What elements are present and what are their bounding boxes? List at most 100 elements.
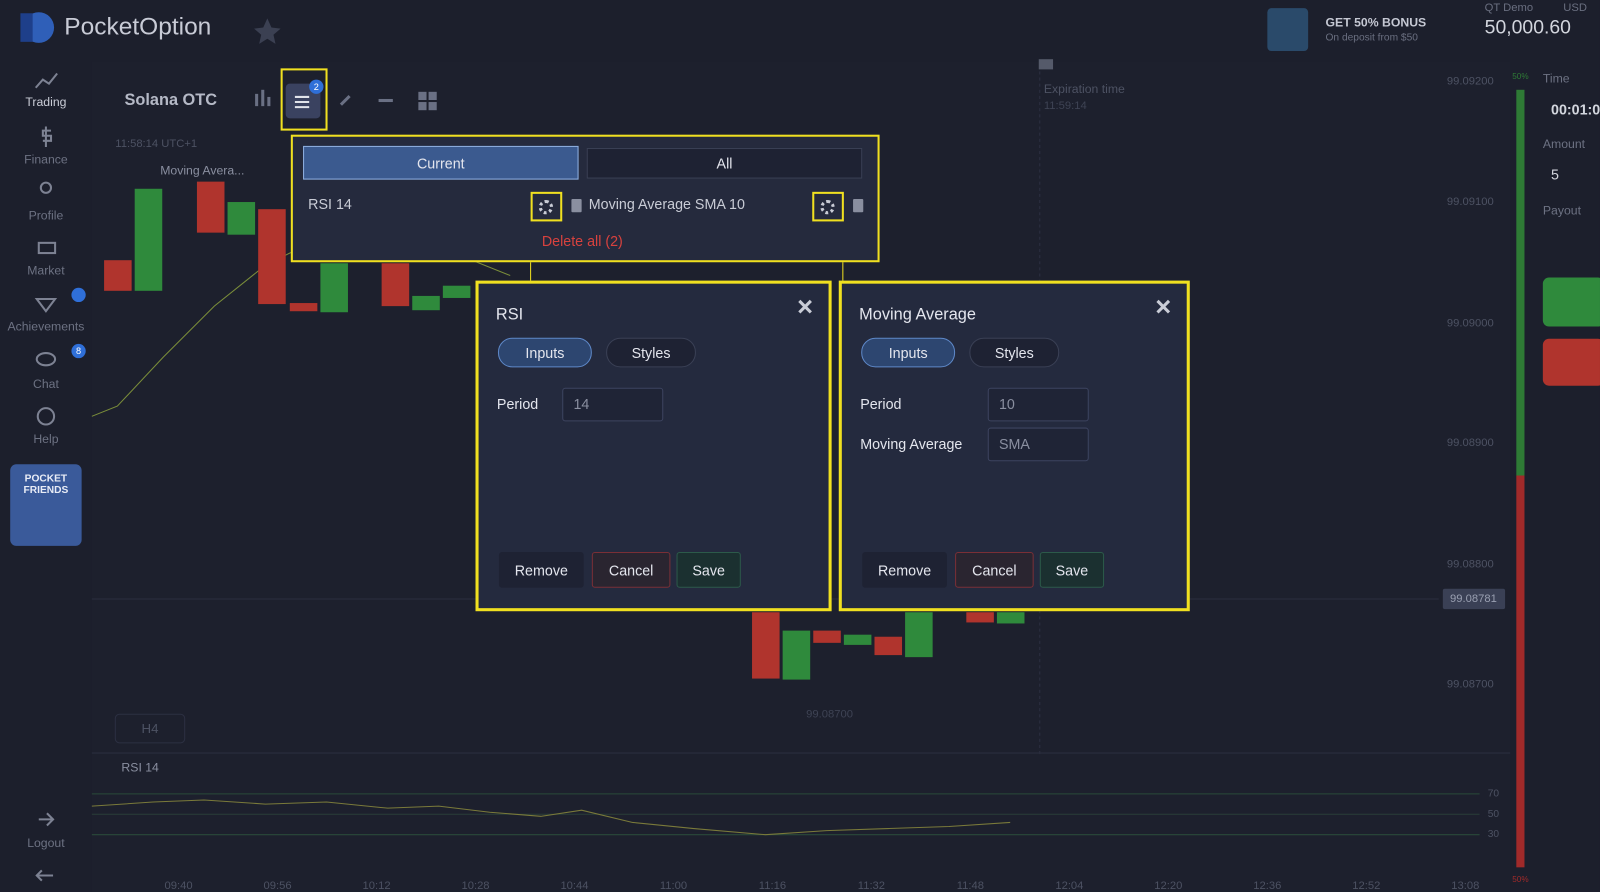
more-icon[interactable] xyxy=(378,98,393,103)
timestamp: 11:58:14 UTC+1 xyxy=(115,137,198,150)
tab-all[interactable]: All xyxy=(586,147,863,179)
tab-current[interactable]: Current xyxy=(303,145,579,180)
candle xyxy=(289,303,318,312)
price-label: 99.09200 xyxy=(1446,75,1494,88)
market-icon[interactable] xyxy=(37,241,57,255)
field-value[interactable]: 14 xyxy=(573,395,590,413)
layout-icon[interactable] xyxy=(428,102,437,111)
chat-icon[interactable] xyxy=(35,352,57,367)
field-input[interactable] xyxy=(562,387,664,422)
toolbar-icons xyxy=(255,89,437,111)
candle xyxy=(227,202,256,235)
time-label: 09:56 xyxy=(263,879,292,892)
rsi-level: 30 xyxy=(1487,829,1500,841)
profile-icon[interactable] xyxy=(39,181,53,194)
sidebar-item[interactable]: Market xyxy=(27,263,65,278)
candle xyxy=(782,630,811,680)
time-label: Time xyxy=(1542,71,1570,86)
balance[interactable]: 50,000.60 xyxy=(1484,17,1571,39)
asset-selector[interactable]: Solana OTC xyxy=(124,91,218,110)
sidebar-item[interactable]: Chat xyxy=(32,376,59,391)
time-label: 11:16 xyxy=(758,879,787,892)
field-value[interactable]: SMA xyxy=(998,435,1030,453)
chart-type-icon[interactable] xyxy=(261,89,265,107)
sidebar-item[interactable]: Profile xyxy=(28,208,64,223)
amount-label: Amount xyxy=(1542,136,1586,152)
dialog-button[interactable]: Cancel xyxy=(591,552,671,588)
delete-icon[interactable] xyxy=(571,198,582,213)
dialog-button[interactable]: Save xyxy=(676,552,741,588)
sidebar-item[interactable]: Achievements xyxy=(7,319,85,334)
layout-icon[interactable] xyxy=(418,91,427,100)
promo-text[interactable]: POCKET FRIENDS xyxy=(23,473,69,496)
time-label: 11:48 xyxy=(956,879,985,892)
favorite-star[interactable] xyxy=(254,18,281,44)
indicator-item: Moving Average SMA 10 xyxy=(588,195,745,213)
candle xyxy=(320,263,348,313)
timeframe[interactable]: H4 xyxy=(141,720,159,737)
sidebar-item[interactable]: Help xyxy=(33,431,59,446)
dialog-button[interactable]: Cancel xyxy=(955,552,1034,588)
time-label: 11:00 xyxy=(659,879,688,892)
promo-box[interactable] xyxy=(10,464,82,546)
tab-inputs[interactable]: Inputs xyxy=(497,337,592,368)
chart-type-icon[interactable] xyxy=(255,93,259,107)
bonus-icon xyxy=(1267,8,1309,52)
dialog-button[interactable]: Remove xyxy=(498,552,584,588)
time-label: 12:36 xyxy=(1253,879,1282,892)
indicators-icon xyxy=(294,95,310,109)
time-label: 09:40 xyxy=(164,879,193,892)
time-value[interactable]: 00:01:0 xyxy=(1551,101,1600,118)
dialog-button[interactable]: Save xyxy=(1039,552,1105,588)
finance-icon[interactable] xyxy=(41,126,53,147)
buy-button[interactable] xyxy=(1542,277,1600,327)
indicator-item: RSI 14 xyxy=(308,195,352,213)
bonus-title[interactable]: GET 50% BONUS xyxy=(1325,15,1427,30)
candle xyxy=(381,263,410,307)
sell-button[interactable] xyxy=(1542,338,1600,386)
settings-button[interactable] xyxy=(812,191,844,222)
field-input[interactable] xyxy=(987,387,1089,422)
current-price-box xyxy=(1442,588,1506,610)
field-value[interactable]: 10 xyxy=(998,395,1015,413)
dialog-title: Moving Average xyxy=(859,306,976,324)
gear-icon xyxy=(820,199,835,215)
achievements-icon[interactable] xyxy=(34,297,58,313)
sidebar-item[interactable]: Finance xyxy=(24,152,68,167)
low-price-label: 99.08700 xyxy=(806,708,853,721)
dialog-title: RSI xyxy=(495,306,524,324)
tab-inputs[interactable]: Inputs xyxy=(861,337,956,368)
logout[interactable]: Logout xyxy=(27,835,65,850)
chart-type-icon[interactable] xyxy=(267,96,271,107)
sentiment-top: 50% xyxy=(1512,71,1529,82)
candle xyxy=(134,188,163,291)
field-label: Moving Average xyxy=(860,435,963,453)
rsi-level: 50 xyxy=(1487,808,1500,820)
tab-styles[interactable]: Styles xyxy=(606,337,696,368)
dialog-button[interactable]: Remove xyxy=(862,552,947,588)
collapse-icon[interactable] xyxy=(35,869,54,882)
logout-icon[interactable] xyxy=(38,812,55,827)
help-icon[interactable] xyxy=(36,407,56,426)
candle xyxy=(813,630,841,643)
settings-button[interactable] xyxy=(530,191,563,222)
logo-icon xyxy=(20,12,55,43)
trading-icon[interactable] xyxy=(34,72,58,89)
sidebar-item[interactable]: Trading xyxy=(25,94,67,110)
indicator-legend: Moving Avera... xyxy=(160,163,245,178)
flag-icon xyxy=(1038,59,1054,70)
draw-icon[interactable] xyxy=(339,94,351,106)
achievements-badge xyxy=(71,287,86,303)
indicator-badge-dot xyxy=(309,79,324,94)
delete-all[interactable]: Delete all (2) xyxy=(541,232,623,249)
field-input[interactable] xyxy=(987,427,1089,462)
amount-value[interactable]: 5 xyxy=(1551,166,1559,183)
time-label: 10:12 xyxy=(362,879,391,892)
tab-styles[interactable]: Styles xyxy=(969,337,1060,368)
delete-icon[interactable] xyxy=(853,198,864,213)
timeframe-box[interactable] xyxy=(114,713,186,744)
candle xyxy=(996,612,1025,624)
layout-icon[interactable] xyxy=(418,102,427,111)
layout-icon[interactable] xyxy=(428,91,437,100)
